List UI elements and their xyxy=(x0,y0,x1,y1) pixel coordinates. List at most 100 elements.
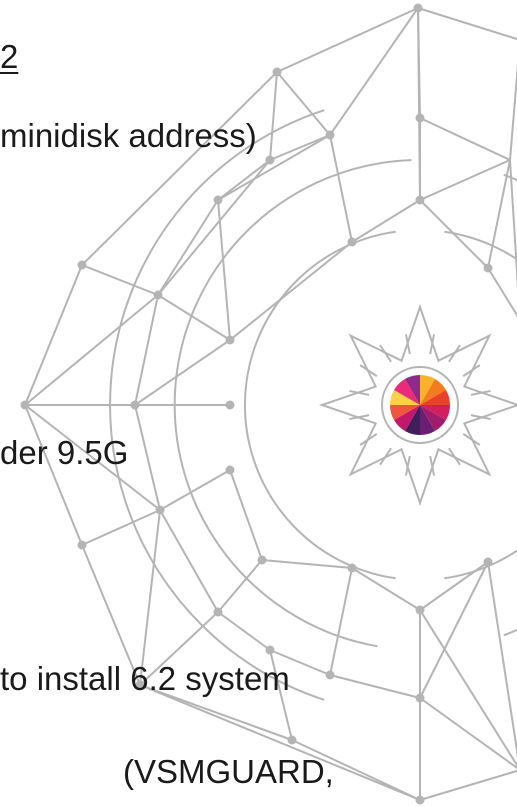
wire-segment xyxy=(404,334,411,355)
wire-segment xyxy=(269,649,331,676)
wire-segment xyxy=(217,159,271,201)
text-line-vsmguard: (VSMGUARD, xyxy=(123,753,334,790)
wire-node xyxy=(265,155,275,165)
wire-segment xyxy=(359,364,378,377)
logo-slice xyxy=(420,405,446,431)
wireframe-lines xyxy=(24,7,517,801)
wire-segment xyxy=(509,63,517,161)
logo-slice xyxy=(420,375,435,405)
wire-segment xyxy=(419,697,517,770)
logo-slice xyxy=(394,379,420,405)
wire-segment xyxy=(448,344,461,363)
wire-segment xyxy=(159,469,231,511)
wire-segment xyxy=(24,264,83,406)
wire-node xyxy=(153,290,163,300)
logo-slice xyxy=(405,405,420,435)
wire-node xyxy=(347,237,357,247)
wire-segment xyxy=(139,684,421,801)
wire-segment xyxy=(349,414,370,421)
logo-slice xyxy=(420,379,446,405)
wire-segment xyxy=(379,447,392,466)
logo-slice xyxy=(394,405,420,431)
wire-node xyxy=(225,400,235,410)
logo-slice xyxy=(390,405,420,420)
wire-node xyxy=(415,795,425,805)
wire-segment xyxy=(139,684,293,741)
wire-node xyxy=(225,465,235,475)
wire-segment xyxy=(329,7,419,136)
wire-segment xyxy=(419,769,517,801)
wire-node xyxy=(415,693,425,703)
wire-segment xyxy=(134,294,159,406)
wire-segment xyxy=(329,134,353,243)
wire-segment xyxy=(81,71,278,266)
wire-node xyxy=(325,130,335,140)
wire-segment xyxy=(349,389,370,396)
wireframe-nodes xyxy=(20,3,493,805)
logo-slice xyxy=(390,390,420,405)
wire-segment xyxy=(269,71,278,161)
wire-segment xyxy=(487,561,517,758)
wire-segment xyxy=(159,509,219,613)
wire-node xyxy=(265,645,275,655)
logo-slice xyxy=(420,390,450,405)
text-line-install: to install 6.2 system xyxy=(0,660,290,697)
wire-segment xyxy=(81,264,159,296)
wire-node xyxy=(213,607,223,617)
wire-node xyxy=(287,735,297,745)
wire-segment xyxy=(470,389,491,396)
wire-segment xyxy=(379,344,392,363)
ring-arc xyxy=(109,109,325,701)
wire-segment xyxy=(359,433,378,446)
wire-node xyxy=(415,113,425,123)
compass-star-icon xyxy=(318,303,517,507)
wire-segment xyxy=(429,455,436,476)
wire-node xyxy=(20,400,30,410)
color-wheel-logo-icon xyxy=(390,375,450,435)
logo-slice xyxy=(405,375,420,405)
wire-segment xyxy=(134,404,161,511)
wire-segment xyxy=(419,117,511,161)
wire-segment xyxy=(261,559,353,569)
wire-segment xyxy=(417,7,517,41)
wire-segment xyxy=(157,294,231,341)
wire-segment xyxy=(229,469,263,561)
wire-segment xyxy=(404,455,411,476)
wire-segment xyxy=(448,447,461,466)
wire-node xyxy=(135,680,145,690)
wire-node xyxy=(413,3,423,13)
wire-segment xyxy=(291,739,421,801)
wire-node xyxy=(77,540,87,550)
wire-node xyxy=(325,670,335,680)
wire-node xyxy=(347,563,357,573)
wire-segment xyxy=(269,649,293,741)
wire-segment xyxy=(329,674,421,699)
wire-node xyxy=(415,195,425,205)
wire-node xyxy=(272,67,282,77)
wire-node xyxy=(225,335,235,345)
wire-node xyxy=(213,195,223,205)
wire-segment xyxy=(276,71,331,136)
wire-segment xyxy=(419,609,517,768)
wire-segment xyxy=(157,199,219,296)
ring-arc xyxy=(503,628,517,637)
wire-segment xyxy=(509,159,517,289)
text-line-size: der 9.5G xyxy=(0,434,129,471)
logo-ring xyxy=(381,366,459,444)
ring-arc xyxy=(444,230,517,261)
wire-segment xyxy=(217,559,263,613)
wire-segment xyxy=(217,199,231,341)
wire-segment xyxy=(462,364,481,377)
wire-segment xyxy=(419,159,511,201)
wire-segment xyxy=(351,199,421,243)
wire-segment xyxy=(217,611,271,651)
wire-node xyxy=(77,260,87,270)
wire-segment xyxy=(217,134,331,201)
ring-arc xyxy=(444,549,517,580)
wire-segment xyxy=(24,404,83,546)
wire-segment xyxy=(329,567,353,676)
wire-segment xyxy=(487,159,511,269)
text-line-top: 2 xyxy=(0,38,19,75)
text-line-minidisk: minidisk address) xyxy=(0,117,257,154)
